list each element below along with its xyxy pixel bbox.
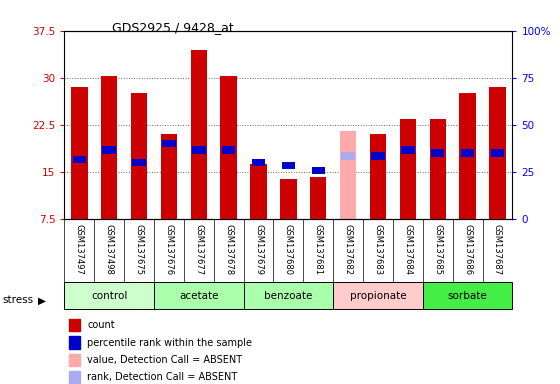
Bar xyxy=(244,282,333,309)
Text: GSM137682: GSM137682 xyxy=(344,224,353,275)
Bar xyxy=(102,146,116,154)
Bar xyxy=(400,119,416,219)
Text: benzoate: benzoate xyxy=(264,291,312,301)
Text: rank, Detection Call = ABSENT: rank, Detection Call = ABSENT xyxy=(87,372,237,382)
Bar xyxy=(252,159,265,166)
Text: ▶: ▶ xyxy=(38,295,46,305)
Bar xyxy=(69,336,80,349)
Bar xyxy=(132,159,146,166)
Text: GSM137686: GSM137686 xyxy=(463,224,472,275)
Text: GSM137677: GSM137677 xyxy=(194,224,203,275)
Bar xyxy=(310,177,326,219)
Bar xyxy=(222,146,235,154)
Text: percentile rank within the sample: percentile rank within the sample xyxy=(87,338,252,348)
Text: GSM137678: GSM137678 xyxy=(224,224,233,275)
Bar xyxy=(161,134,177,219)
Bar xyxy=(342,152,355,160)
Text: sorbate: sorbate xyxy=(448,291,487,301)
Bar xyxy=(101,76,118,219)
Bar xyxy=(461,149,474,157)
Text: value, Detection Call = ABSENT: value, Detection Call = ABSENT xyxy=(87,355,242,365)
Text: GSM137498: GSM137498 xyxy=(105,224,114,275)
Bar xyxy=(190,50,207,219)
Bar xyxy=(401,146,414,154)
Text: GSM137676: GSM137676 xyxy=(165,224,174,275)
Text: GSM137681: GSM137681 xyxy=(314,224,323,275)
Bar xyxy=(459,93,476,219)
Bar xyxy=(69,371,80,384)
Bar xyxy=(71,87,87,219)
Bar xyxy=(192,146,206,154)
Bar xyxy=(489,87,506,219)
Bar xyxy=(340,131,356,219)
Text: count: count xyxy=(87,320,115,330)
Bar xyxy=(282,162,295,169)
Text: acetate: acetate xyxy=(179,291,218,301)
Bar xyxy=(221,76,237,219)
Bar xyxy=(154,282,244,309)
Text: control: control xyxy=(91,291,127,301)
Bar xyxy=(333,282,423,309)
Bar xyxy=(311,167,325,174)
Text: GSM137679: GSM137679 xyxy=(254,224,263,275)
Text: GSM137684: GSM137684 xyxy=(403,224,412,275)
Bar xyxy=(371,152,385,160)
Text: propionate: propionate xyxy=(349,291,407,301)
Text: GSM137680: GSM137680 xyxy=(284,224,293,275)
Text: GSM137497: GSM137497 xyxy=(75,224,84,275)
Bar xyxy=(431,149,445,157)
Text: GSM137683: GSM137683 xyxy=(374,224,382,275)
Bar xyxy=(370,134,386,219)
Bar xyxy=(250,164,267,219)
Text: GSM137685: GSM137685 xyxy=(433,224,442,275)
Text: GSM137687: GSM137687 xyxy=(493,224,502,275)
Bar xyxy=(423,282,512,309)
Bar xyxy=(430,119,446,219)
Text: GDS2925 / 9428_at: GDS2925 / 9428_at xyxy=(112,21,234,34)
Bar xyxy=(491,149,504,157)
Bar xyxy=(162,140,176,147)
Text: stress: stress xyxy=(3,295,34,305)
Bar xyxy=(69,319,80,331)
Bar xyxy=(131,93,147,219)
Text: GSM137675: GSM137675 xyxy=(134,224,143,275)
Bar xyxy=(280,179,297,219)
Bar xyxy=(73,156,86,163)
Bar xyxy=(69,354,80,366)
Bar xyxy=(64,282,154,309)
